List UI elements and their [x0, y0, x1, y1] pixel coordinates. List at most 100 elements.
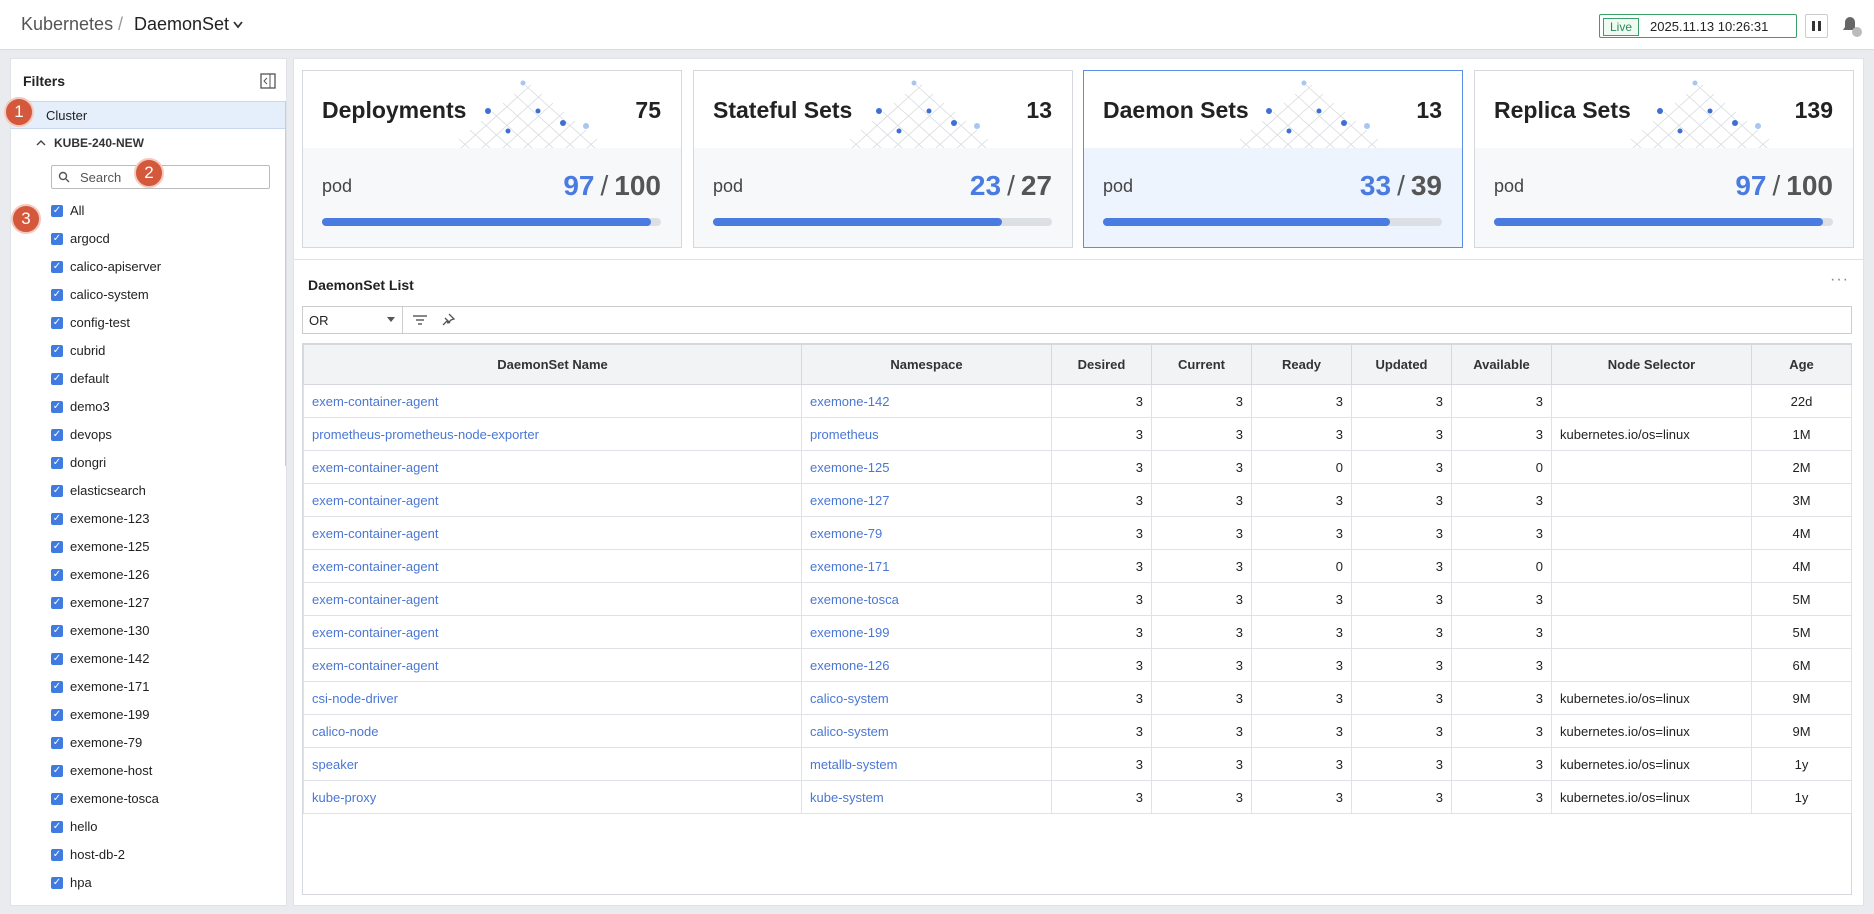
table-row[interactable]: exem-container-agent exemone-171 3 3 0 3 0 4M [303, 549, 1852, 583]
namespace-link[interactable]: exemone-tosca [810, 591, 899, 607]
namespace-item[interactable]: ✓ devops [51, 426, 271, 446]
namespace-item[interactable]: ✓ All [51, 202, 271, 222]
name-link[interactable]: exem-container-agent [312, 591, 439, 607]
namespace-item[interactable]: ✓ exemone-tosca [51, 790, 271, 810]
column-header[interactable]: Available [1451, 344, 1552, 385]
checkbox[interactable]: ✓ [51, 205, 63, 217]
column-header[interactable]: Updated [1351, 344, 1452, 385]
table-row[interactable]: exem-container-agent exemone-127 3 3 3 3 3 3M [303, 483, 1852, 517]
namespace-item[interactable]: ✓ exemone-127 [51, 594, 271, 614]
summary-card[interactable]: Stateful Sets 13 pod 23/27 [693, 70, 1073, 248]
namespace-link[interactable]: exemone-127 [810, 492, 890, 508]
summary-card[interactable]: Replica Sets 139 pod 97/100 [1474, 70, 1854, 248]
checkbox[interactable]: ✓ [51, 737, 63, 749]
table-row[interactable]: exem-container-agent exemone-199 3 3 3 3 3 5M [303, 615, 1852, 649]
table-row[interactable]: prometheus-prometheus-node-exporter prome… [303, 417, 1852, 451]
checkbox[interactable]: ✓ [51, 793, 63, 805]
checkbox[interactable]: ✓ [51, 317, 63, 329]
table-row[interactable]: exem-container-agent exemone-125 3 3 0 3 0 2M [303, 450, 1852, 484]
column-header[interactable]: Namespace [801, 344, 1052, 385]
pause-button[interactable] [1805, 14, 1828, 38]
namespace-link[interactable]: exemone-125 [810, 459, 890, 475]
namespace-item[interactable]: ✓ hpa [51, 874, 271, 894]
logic-dropdown[interactable]: OR [303, 307, 403, 333]
checkbox[interactable]: ✓ [51, 625, 63, 637]
namespace-item[interactable]: ✓ elasticsearch [51, 482, 271, 502]
summary-card[interactable]: Deployments 75 pod 97/100 [302, 70, 682, 248]
name-link[interactable]: exem-container-agent [312, 492, 439, 508]
namespace-item[interactable]: ✓ exemone-79 [51, 734, 271, 754]
namespace-item[interactable]: ✓ argocd [51, 230, 271, 250]
namespace-item[interactable]: ✓ exemone-126 [51, 566, 271, 586]
checkbox[interactable]: ✓ [51, 429, 63, 441]
page-title[interactable]: DaemonSet [134, 14, 230, 34]
name-link[interactable]: exem-container-agent [312, 657, 439, 673]
table-row[interactable]: speaker metallb-system 3 3 3 3 3 kubernetes.io/… [303, 747, 1852, 781]
namespace-item[interactable]: ✓ config-test [51, 314, 271, 334]
checkbox[interactable]: ✓ [51, 261, 63, 273]
checkbox[interactable]: ✓ [51, 765, 63, 777]
checkbox[interactable]: ✓ [51, 485, 63, 497]
name-link[interactable]: csi-node-driver [312, 690, 398, 706]
namespace-link[interactable]: exemone-79 [810, 525, 883, 541]
column-header[interactable]: Ready [1251, 344, 1352, 385]
pin-icon[interactable] [440, 312, 456, 328]
namespace-item[interactable]: ✓ cubrid [51, 342, 271, 362]
namespace-item[interactable]: ✓ exemone-host [51, 762, 271, 782]
namespace-item[interactable]: ✓ default [51, 370, 271, 390]
table-row[interactable]: exem-container-agent exemone-142 3 3 3 3 3 22d [303, 384, 1852, 418]
namespace-item[interactable]: ✓ exemone-125 [51, 538, 271, 558]
namespace-item[interactable]: ✓ calico-apiserver [51, 258, 271, 278]
table-row[interactable]: exem-container-agent exemone-79 3 3 3 3 3 4M [303, 516, 1852, 550]
checkbox[interactable]: ✓ [51, 457, 63, 469]
table-row[interactable]: csi-node-driver calico-system 3 3 3 3 3 kuberne… [303, 681, 1852, 715]
checkbox[interactable]: ✓ [51, 597, 63, 609]
checkbox[interactable]: ✓ [51, 849, 63, 861]
namespace-link[interactable]: prometheus [810, 426, 879, 442]
name-link[interactable]: exem-container-agent [312, 459, 439, 475]
column-header[interactable]: Node Selector [1551, 344, 1752, 385]
checkbox[interactable]: ✓ [51, 877, 63, 889]
namespace-link[interactable]: exemone-126 [810, 657, 890, 673]
namespace-link[interactable]: metallb-system [810, 756, 898, 772]
column-header[interactable]: Desired [1051, 344, 1152, 385]
summary-card[interactable]: Daemon Sets 13 pod 33/39 [1083, 70, 1463, 248]
namespace-item[interactable]: ✓ exemone-130 [51, 622, 271, 642]
namespace-item[interactable]: ✓ exemone-123 [51, 510, 271, 530]
checkbox[interactable]: ✓ [51, 513, 63, 525]
table-row[interactable]: exem-container-agent exemone-tosca 3 3 3 3 3 5M [303, 582, 1852, 616]
namespace-item[interactable]: ✓ dongri [51, 454, 271, 474]
column-header[interactable]: Current [1151, 344, 1252, 385]
namespace-link[interactable]: calico-system [810, 723, 889, 739]
checkbox[interactable]: ✓ [51, 401, 63, 413]
table-row[interactable]: kube-proxy kube-system 3 3 3 3 3 kubernetes.io/… [303, 780, 1852, 814]
name-link[interactable]: prometheus-prometheus-node-exporter [312, 426, 539, 442]
more-menu[interactable]: ··· [1830, 271, 1849, 288]
cluster-row[interactable]: Cluster [11, 101, 286, 129]
name-link[interactable]: kube-proxy [312, 789, 377, 805]
namespace-item[interactable]: ✓ demo3 [51, 398, 271, 418]
name-link[interactable]: exem-container-agent [312, 525, 439, 541]
expand-icon[interactable] [35, 137, 47, 149]
checkbox[interactable]: ✓ [51, 653, 63, 665]
namespace-link[interactable]: kube-system [810, 789, 884, 805]
live-box[interactable]: Live 2025.11.13 10:26:31 [1599, 14, 1797, 38]
filter-icon[interactable] [411, 312, 429, 328]
namespace-item[interactable]: ✓ host-db-2 [51, 846, 271, 866]
checkbox[interactable]: ✓ [51, 345, 63, 357]
namespace-item[interactable]: ✓ exemone-199 [51, 706, 271, 726]
column-header[interactable]: Age [1751, 344, 1852, 385]
namespace-item[interactable]: ✓ exemone-171 [51, 678, 271, 698]
namespace-item[interactable]: ✓ calico-system [51, 286, 271, 306]
checkbox[interactable]: ✓ [51, 289, 63, 301]
namespace-link[interactable]: exemone-199 [810, 624, 890, 640]
checkbox[interactable]: ✓ [51, 709, 63, 721]
name-link[interactable]: speaker [312, 756, 359, 772]
table-row[interactable]: exem-container-agent exemone-126 3 3 3 3 3 6M [303, 648, 1852, 682]
namespace-item[interactable]: ✓ exemone-142 [51, 650, 271, 670]
checkbox[interactable]: ✓ [51, 541, 63, 553]
name-link[interactable]: exem-container-agent [312, 558, 439, 574]
checkbox[interactable]: ✓ [51, 233, 63, 245]
checkbox[interactable]: ✓ [51, 569, 63, 581]
collapse-icon[interactable] [259, 72, 277, 90]
